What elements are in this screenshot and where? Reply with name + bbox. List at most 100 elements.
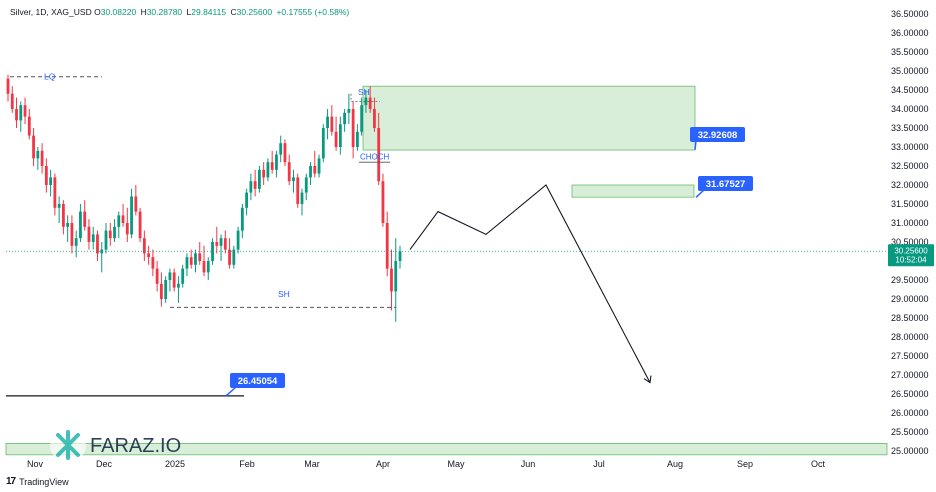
price-tick-label: 35.00000 (891, 66, 929, 76)
candle-body (44, 166, 48, 185)
candle-body (49, 177, 53, 185)
badge-pointer (225, 386, 237, 397)
time-tick-label: Dec (96, 459, 113, 469)
candle-body (108, 230, 112, 239)
time-tick-label: Jul (593, 459, 605, 469)
candle-body (385, 223, 389, 269)
candle-body (74, 238, 78, 246)
candle-body (232, 249, 236, 265)
high-value: 30.28780 (146, 7, 183, 17)
price-tick-label: 29.50000 (891, 275, 929, 285)
candle-body (364, 97, 368, 106)
candle-body (70, 223, 74, 246)
candle-body (317, 158, 321, 174)
candle-body (300, 192, 304, 204)
symbol-label: Silver, 1D, XAG_USD (10, 7, 92, 17)
price-badge (230, 373, 285, 388)
candle-body (36, 150, 40, 159)
candle-body (185, 257, 189, 269)
candle-body (313, 166, 317, 174)
candle-body (390, 268, 393, 292)
candle-body (177, 283, 180, 288)
price-tick-label: 25.50000 (891, 427, 929, 437)
time-tick-label: Mar (304, 459, 320, 469)
candle-body (249, 181, 253, 193)
candle-body (373, 109, 376, 128)
candle-body (23, 105, 27, 117)
countdown-label: 10:52:04 (895, 255, 927, 264)
candle-body (125, 223, 129, 235)
candle-body (211, 242, 214, 261)
price-tick-label: 27.50000 (891, 351, 929, 361)
candle-body (394, 261, 398, 292)
candle-body (147, 253, 151, 258)
candle-body (334, 131, 338, 147)
candle-body (266, 162, 270, 178)
candle-body (309, 166, 312, 178)
current-price-badge (888, 244, 934, 267)
candle-body (104, 230, 108, 250)
tradingview-logo-icon: 17 (6, 476, 16, 487)
annotation-choch: CHOCH (360, 153, 390, 162)
candle-body (117, 215, 121, 227)
candle-body (321, 128, 325, 159)
candle-body (398, 251, 402, 261)
faraz-logo-icon (56, 430, 80, 460)
time-tick-label: Oct (811, 459, 826, 469)
candle-body (83, 211, 87, 227)
candle-body (283, 143, 287, 163)
supply-zone-upper (362, 85, 696, 151)
tradingview-footer[interactable]: 17 TradingView (6, 476, 69, 487)
demand-zone-bottom (5, 442, 888, 456)
candle-body (338, 124, 342, 147)
candle-body (296, 177, 300, 204)
candle-body (151, 257, 155, 269)
candle-body (262, 169, 266, 178)
open-label: O (94, 7, 101, 17)
time-tick-label: Jun (521, 459, 536, 469)
candle-body (32, 135, 35, 159)
time-tick-label: Aug (667, 459, 683, 469)
candle-body (228, 249, 231, 265)
price-tick-label: 26.00000 (891, 408, 929, 418)
candle-body (355, 131, 359, 147)
candle-body (351, 109, 355, 147)
badge-31675: 31.67527 (706, 179, 746, 190)
candle-body (326, 116, 329, 128)
faraz-watermark: FARAZ.IO (50, 427, 181, 463)
candle-body (202, 261, 206, 273)
candle-body (219, 238, 223, 246)
price-tick-label: 35.50000 (891, 47, 929, 57)
candle-body (61, 204, 65, 227)
candle-body (6, 78, 10, 94)
candle-body (223, 238, 227, 250)
candle-body (53, 177, 57, 208)
close-value: 30.25600 (236, 7, 273, 17)
candle-body (159, 283, 163, 299)
projection-arrowhead (643, 375, 652, 384)
price-tick-label: 28.00000 (891, 332, 929, 342)
candle-body (292, 177, 295, 182)
change-value: +0.17555 (+0.58%) (276, 7, 350, 17)
candle-body (142, 238, 146, 254)
current-price-value: 30.25600 (894, 246, 928, 255)
candle-body (215, 242, 219, 246)
candle-body (91, 234, 95, 242)
price-tick-label: 36.50000 (891, 9, 929, 19)
candle-body (270, 162, 274, 170)
candle-body (343, 112, 347, 125)
price-tick-label: 27.00000 (891, 370, 929, 380)
candle-body (155, 268, 159, 284)
candle-body (304, 177, 308, 193)
time-tick-label: Sep (737, 459, 753, 469)
time-tick-label: Apr (376, 459, 390, 469)
price-tick-label: 33.00000 (891, 142, 929, 152)
price-tick-label: 31.50000 (891, 199, 929, 209)
candle-body (194, 253, 197, 265)
price-tick-label: 31.00000 (891, 218, 929, 228)
price-badge (690, 127, 745, 142)
candle-body (100, 249, 104, 254)
candle-body (138, 211, 142, 239)
price-tick-label: 29.00000 (891, 294, 929, 304)
